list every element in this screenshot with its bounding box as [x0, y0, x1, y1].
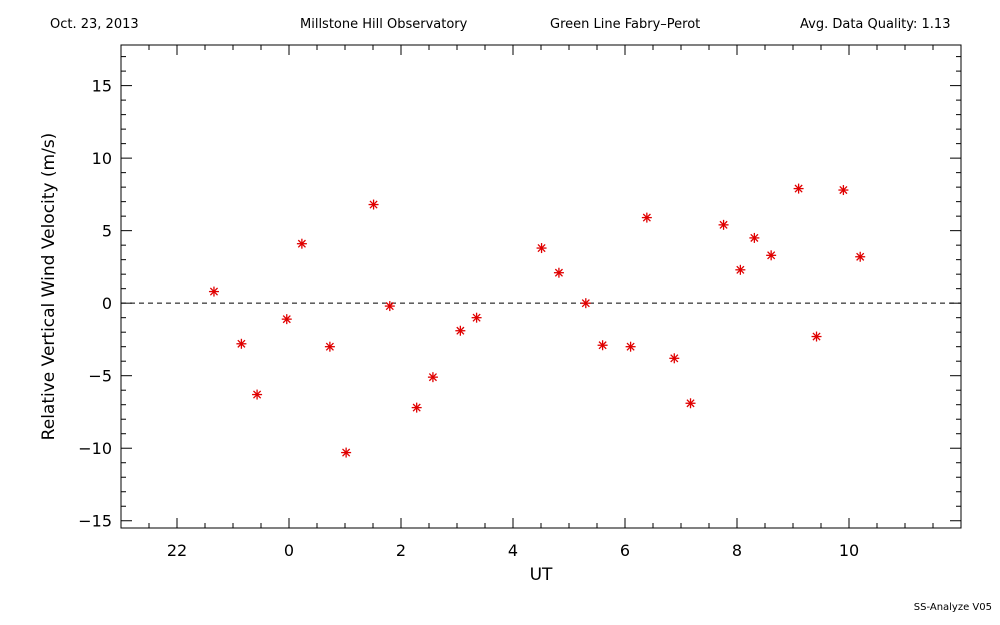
data-point [669, 353, 680, 364]
data-point [811, 331, 822, 342]
data-point [236, 338, 247, 349]
data-point [855, 251, 866, 262]
data-point [281, 314, 292, 325]
data-point [324, 341, 335, 352]
data-point [735, 264, 746, 275]
x-tick-label: 22 [167, 541, 187, 560]
y-tick-label: −15 [78, 512, 112, 531]
data-point [580, 298, 591, 309]
data-point [368, 199, 379, 210]
data-point [296, 238, 307, 249]
x-tick-label: 6 [620, 541, 630, 560]
x-tick-label: 0 [284, 541, 294, 560]
data-point [766, 250, 777, 261]
data-point [838, 185, 849, 196]
data-point [718, 219, 729, 230]
data-point [685, 398, 696, 409]
x-tick-label: 10 [839, 541, 859, 560]
software-version: SS-Analyze V05 [913, 602, 992, 613]
data-point [411, 402, 422, 413]
data-point [455, 325, 466, 336]
data-point [208, 286, 219, 297]
data-point [597, 340, 608, 351]
header-data-quality: Avg. Data Quality: 1.13 [800, 17, 951, 32]
data-point [749, 232, 760, 243]
x-tick-label: 4 [508, 541, 518, 560]
y-tick-label: 10 [92, 149, 112, 168]
data-point [625, 341, 636, 352]
data-point [536, 243, 547, 254]
y-tick-label: 0 [102, 294, 112, 313]
data-point [471, 312, 482, 323]
data-point [793, 183, 804, 194]
header-date: Oct. 23, 2013 [50, 17, 139, 32]
y-axis-label: Relative Vertical Wind Velocity (m/s) [39, 133, 59, 441]
y-tick-label: −5 [88, 367, 112, 386]
data-point [252, 389, 263, 400]
plot-frame [120, 44, 962, 529]
x-tick-label: 8 [732, 541, 742, 560]
header-instrument: Green Line Fabry–Perot [550, 17, 701, 32]
x-tick-label: 2 [396, 541, 406, 560]
data-point [341, 447, 352, 458]
header-observatory: Millstone Hill Observatory [300, 17, 468, 32]
y-tick-label: −10 [78, 439, 112, 458]
x-axis-label: UT [530, 565, 553, 585]
data-point [427, 372, 438, 383]
y-tick-label: 5 [102, 222, 112, 241]
y-tick-label: 15 [92, 77, 112, 96]
data-point [641, 212, 652, 223]
data-point [553, 267, 564, 278]
data-point [384, 301, 395, 312]
